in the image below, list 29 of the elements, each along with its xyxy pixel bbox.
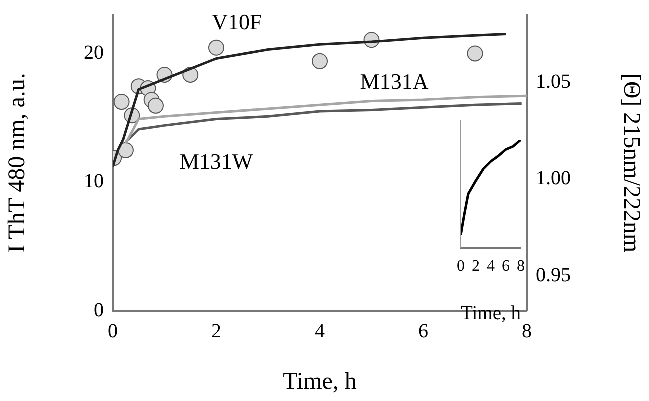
y2-axis-title: [Θ] 215nm/222nm [618,73,644,253]
x-tick-label: 2 [472,258,480,275]
x-tick-label: 2 [212,320,222,342]
point [118,142,134,158]
y2-tick-label: 1.05 [536,70,571,93]
point [114,94,130,110]
series-label: M131A [360,68,429,94]
y2-tick-label: 0.95 [536,264,571,286]
series-label: V10F [212,10,262,35]
x-tick-label: 6 [418,320,428,342]
point [467,46,484,62]
x-axis-title: Time, h [461,302,522,324]
y-tick-label: 0 [94,299,104,322]
x-tick-label: 0 [108,320,118,342]
point [312,53,328,70]
x-tick-label: 4 [315,320,325,342]
y-tick-label: 10 [84,170,104,193]
x-tick-label: 8 [522,320,532,342]
y2-tick-label: 1.00 [536,168,571,190]
x-tick-label: 6 [502,258,510,275]
point [208,40,224,56]
x-tick-label: 4 [487,258,495,275]
point [148,98,164,114]
x-tick-label: 0 [457,258,465,275]
x-tick-label: 8 [517,258,525,275]
y-tick-label: 20 [84,42,104,64]
y-axis-title: I ThT 480 nm, a.u. [4,73,31,253]
series-label: M131W [180,148,254,174]
x-axis-title: Time, h [283,368,357,395]
